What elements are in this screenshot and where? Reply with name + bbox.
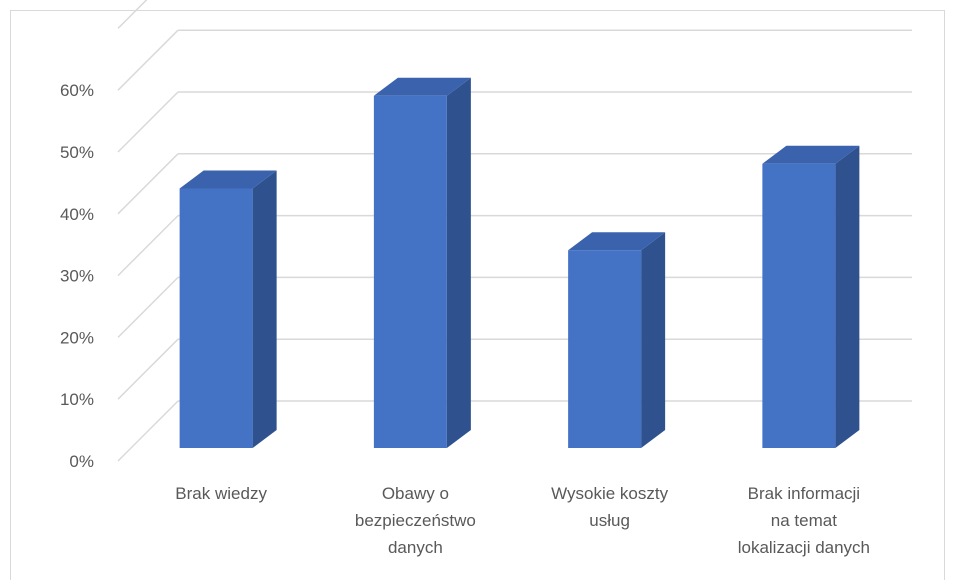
x-category-label-line: Brak wiedzy xyxy=(175,484,267,503)
x-category-label-line: danych xyxy=(388,538,443,557)
x-category-label-line: Brak informacji xyxy=(748,484,860,503)
x-category-label: Brak wiedzy xyxy=(175,484,267,503)
y-tick-label: 60% xyxy=(60,81,94,100)
y-tick-label: 0% xyxy=(69,452,94,471)
x-category-label: Wysokie koszty usług xyxy=(551,484,668,530)
bar-side xyxy=(252,170,277,448)
y-tick-label: 40% xyxy=(60,205,94,224)
gridline-wall xyxy=(117,0,148,29)
bar-top xyxy=(373,77,471,96)
bar xyxy=(373,77,471,449)
bar-top xyxy=(568,232,666,251)
bar-side xyxy=(835,145,860,448)
x-category-label-line: Obawy o xyxy=(382,484,449,503)
y-tick-label: 30% xyxy=(60,267,94,286)
x-category-label-line: usług xyxy=(589,511,630,530)
bar-front xyxy=(568,250,642,448)
bar-front xyxy=(373,95,447,449)
x-category-label-line: na temat xyxy=(771,511,837,530)
bar-front xyxy=(179,188,253,448)
gridline-wall xyxy=(117,215,179,277)
x-category-label: Obawy o bezpieczeństwo danych xyxy=(355,484,476,557)
bar xyxy=(568,232,666,448)
gridline-wall xyxy=(117,276,179,338)
bar xyxy=(179,170,277,448)
bar-side xyxy=(446,77,471,449)
bar-top xyxy=(762,145,860,164)
bars xyxy=(179,77,860,449)
y-tick-label: 50% xyxy=(60,143,94,162)
gridline-wall xyxy=(117,338,179,400)
gridline-wall xyxy=(117,91,179,153)
bar-front xyxy=(762,163,836,448)
y-axis-ticks: 0% 10% 20% 30% 40% 50% 60% xyxy=(60,81,94,471)
gridline-wall xyxy=(117,400,179,462)
x-axis-categories: Brak wiedzy Obawy o bezpieczeństwo danych Wy… xyxy=(175,484,870,557)
y-tick-label: 10% xyxy=(60,390,94,409)
bar-side xyxy=(641,232,666,448)
x-category-label-line: lokalizacji danych xyxy=(738,538,870,557)
x-category-label: Brak informacji na temat lokalizacji danyc… xyxy=(738,484,870,557)
x-category-label-line: Wysokie koszty xyxy=(551,484,668,503)
gridline-wall xyxy=(117,29,179,91)
bar-top xyxy=(179,170,277,189)
x-category-label-line: bezpieczeństwo xyxy=(355,511,476,530)
bar xyxy=(762,145,860,448)
gridline-wall xyxy=(117,153,179,215)
y-tick-label: 20% xyxy=(60,328,94,347)
